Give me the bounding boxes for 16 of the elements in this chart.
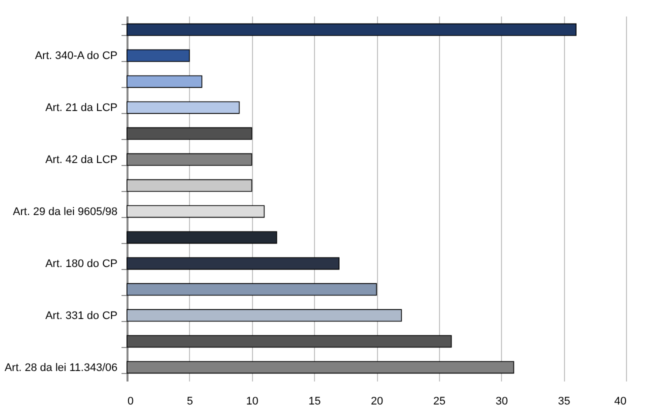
x-tick-label: 40 [614, 396, 626, 408]
y-tick-label: Art. 28 da lei 11.343/06 [4, 362, 118, 374]
y-tick-label: Art. 42 da LCP [45, 154, 118, 166]
y-tick-label: Art. 21 da LCP [45, 102, 118, 114]
y-tick-label: Art. 180 do CP [45, 258, 118, 270]
x-tick-label: 35 [558, 396, 570, 408]
y-tick-label: Art. 340-A do CP [34, 50, 118, 62]
x-tick-label: 25 [433, 396, 446, 408]
x-tick-label: 30 [496, 396, 508, 408]
x-tick-label: 5 [186, 396, 193, 408]
x-tick-label: 20 [370, 396, 384, 408]
x-tick-label: 10 [246, 396, 258, 408]
y-tick-label: Art. 331 do CP [45, 310, 118, 322]
y-tick-label: Art. 29 da lei 9605/98 [12, 206, 118, 218]
x-tick-label: 15 [308, 396, 321, 408]
x-tick-label: 0 [128, 396, 134, 408]
